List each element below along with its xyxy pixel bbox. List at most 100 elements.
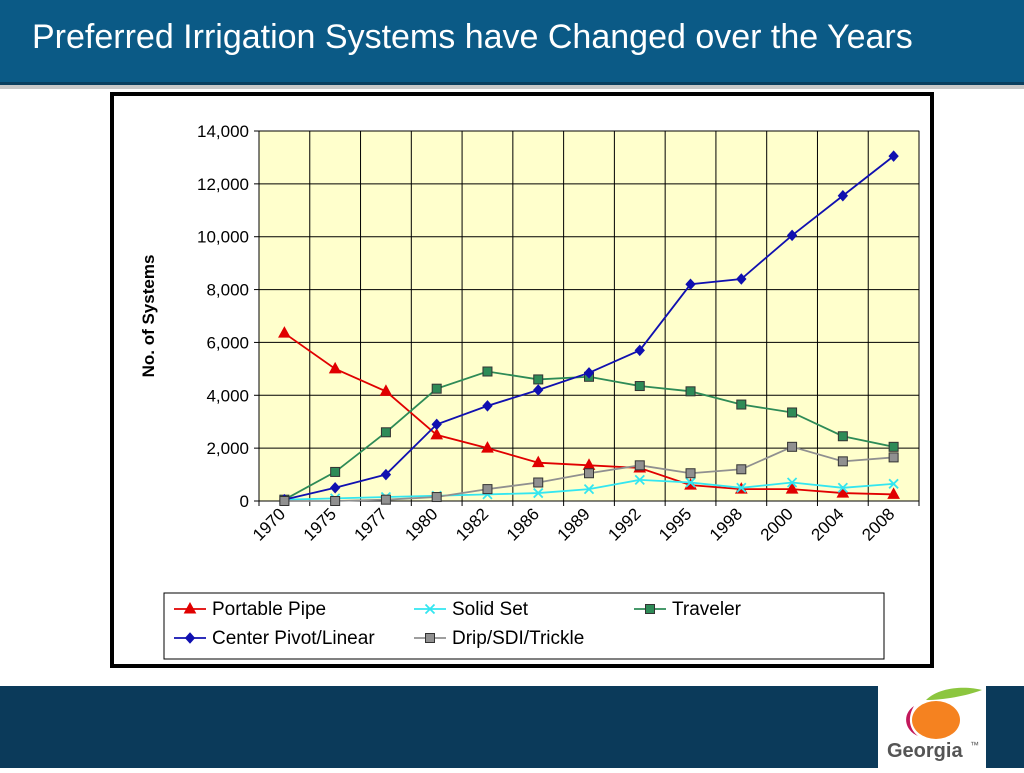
data-point — [380, 468, 392, 481]
data-point — [888, 478, 899, 489]
x-tick-label: 1975 — [300, 504, 340, 544]
gridlines — [258, 130, 920, 502]
data-point — [837, 431, 848, 442]
x-tick-label: 1982 — [452, 504, 492, 544]
legend-item: Center Pivot/Linear — [174, 628, 375, 649]
y-tick-label: 10,000 — [197, 228, 249, 247]
series-portable-pipe — [278, 326, 900, 499]
data-point — [533, 384, 544, 396]
data-point — [481, 441, 494, 453]
data-point — [278, 326, 291, 338]
data-point — [380, 427, 391, 438]
peach-swoosh-icon — [906, 706, 918, 736]
data-point — [380, 494, 391, 505]
y-tick-label: 6,000 — [206, 333, 249, 352]
data-point — [736, 399, 747, 410]
data-point — [837, 190, 849, 202]
series-center-pivot-linear — [279, 150, 899, 506]
data-point — [533, 374, 544, 385]
data-point — [787, 441, 798, 452]
legend-marker — [183, 601, 197, 614]
peach-icon — [912, 701, 960, 739]
x-tick-label: 1970 — [249, 504, 289, 544]
data-point — [888, 441, 899, 452]
data-point — [736, 482, 747, 493]
y-tick-label: 12,000 — [197, 175, 249, 194]
georgia-logo: Georgia ™ — [878, 686, 986, 768]
data-point — [482, 484, 493, 495]
legend-marker — [184, 632, 196, 644]
legend-label: Center Pivot/Linear — [212, 628, 375, 649]
legend-label: Portable Pipe — [212, 599, 326, 620]
x-tick-label: 1980 — [401, 504, 441, 544]
data-point — [836, 486, 850, 498]
data-point — [634, 474, 645, 485]
plot-area — [258, 130, 920, 502]
data-point — [583, 367, 595, 379]
data-point — [787, 407, 798, 418]
data-point — [584, 468, 594, 479]
x-tick-label: 2008 — [858, 504, 898, 544]
irrigation-line-chart: 0 2,000 4,000 6,000 8,000 10,000 12,000 14,000 1… — [139, 122, 920, 660]
x-tick-label: 1992 — [604, 504, 644, 544]
x-tick-label: 1995 — [655, 504, 695, 544]
data-point — [837, 456, 848, 467]
y-tick-label: 14,000 — [197, 122, 249, 141]
logo-trademark: ™ — [970, 740, 979, 750]
legend-label: Traveler — [672, 599, 742, 620]
header-divider — [0, 85, 1024, 89]
y-tick-label: 4,000 — [206, 386, 249, 405]
data-point — [431, 418, 442, 431]
data-point — [634, 344, 645, 357]
x-tick-label: 1998 — [706, 504, 746, 544]
series-lines — [278, 150, 900, 506]
data-point — [379, 384, 393, 396]
data-point — [533, 487, 544, 499]
x-tick-label: 1986 — [503, 504, 543, 544]
x-tick-label: 1977 — [351, 504, 391, 544]
data-point — [431, 492, 442, 503]
data-point — [583, 483, 595, 495]
legend-item: Portable Pipe — [174, 599, 326, 620]
leaf-icon — [926, 687, 982, 700]
legend-label: Drip/SDI/Trickle — [452, 628, 584, 649]
legend-marker — [424, 603, 436, 615]
legend-marker — [425, 633, 435, 643]
x-tick-label: 1989 — [554, 504, 594, 544]
series-drip-sdi-trickle — [279, 441, 899, 506]
data-point — [685, 468, 696, 479]
data-point — [330, 466, 341, 477]
data-point — [533, 477, 544, 488]
slide-footer — [0, 686, 1024, 768]
data-point — [430, 427, 444, 440]
legend: Portable Pipe Solid Set Traveler Center Piv… — [163, 592, 885, 660]
data-point — [531, 455, 545, 468]
x-tick-label: 2000 — [757, 504, 797, 544]
data-point — [279, 496, 290, 506]
data-point — [634, 460, 645, 471]
data-point — [482, 366, 493, 377]
logo-text: Georgia — [887, 740, 963, 762]
data-point — [431, 383, 442, 394]
data-point — [328, 361, 342, 374]
data-point — [837, 482, 848, 493]
y-tick-label: 0 — [240, 492, 249, 511]
data-point — [888, 150, 899, 162]
slide-title: Preferred Irrigation Systems have Change… — [32, 18, 913, 56]
data-point — [330, 496, 341, 506]
legend-item: Drip/SDI/Trickle — [414, 628, 584, 649]
data-point — [736, 464, 747, 475]
slide-header: Preferred Irrigation Systems have Change… — [0, 0, 1024, 85]
data-point — [685, 477, 696, 488]
data-point — [887, 487, 900, 499]
legend-marker — [645, 604, 655, 614]
y-tick-label: 2,000 — [206, 439, 249, 458]
data-point — [888, 452, 899, 463]
x-tick-label: 2004 — [807, 504, 847, 544]
data-point — [786, 477, 798, 488]
data-point — [329, 482, 341, 494]
y-tick-label: 8,000 — [206, 281, 249, 300]
y-axis-label: No. of Systems — [139, 255, 158, 378]
data-point — [634, 381, 645, 392]
data-point — [685, 386, 696, 397]
